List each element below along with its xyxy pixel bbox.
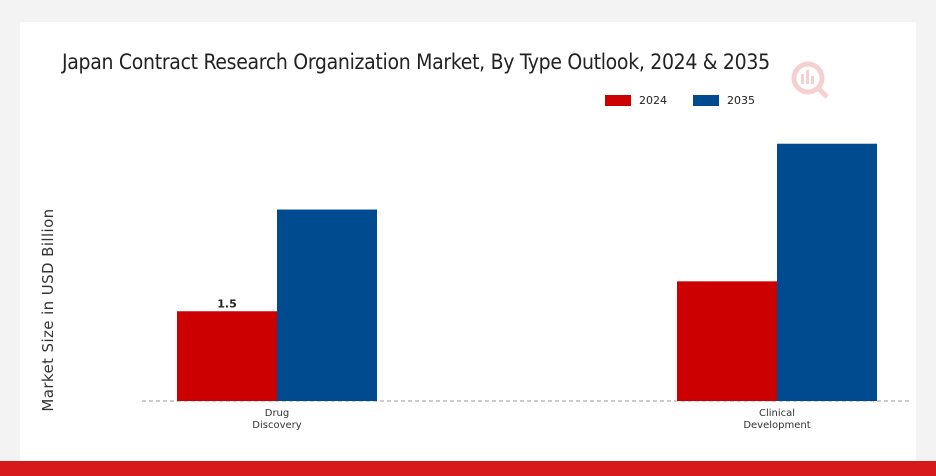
logo-watermark-icon: [790, 60, 830, 104]
legend-label-2035: 2035: [727, 93, 755, 107]
legend-label-2024: 2024: [639, 93, 667, 107]
bar-2035-1: [777, 143, 877, 401]
data-label: 1.5: [217, 297, 237, 310]
legend-item-2024: 2024: [605, 94, 667, 107]
legend-swatch-2035: [693, 94, 719, 106]
chart-title: Japan Contract Research Organization Mar…: [62, 50, 770, 74]
bar-2024-1: [677, 281, 777, 401]
legend-item-2035: 2035: [693, 94, 755, 107]
legend: 2024 2035: [605, 92, 781, 108]
x-tick-label: Drug Discovery: [252, 408, 302, 431]
legend-swatch-2024: [605, 94, 631, 106]
footer-bar: [0, 461, 936, 476]
x-tick-label: Clinical Development: [743, 408, 811, 431]
bar-2035-0: [277, 209, 377, 401]
bar-2024-0: [177, 311, 277, 401]
